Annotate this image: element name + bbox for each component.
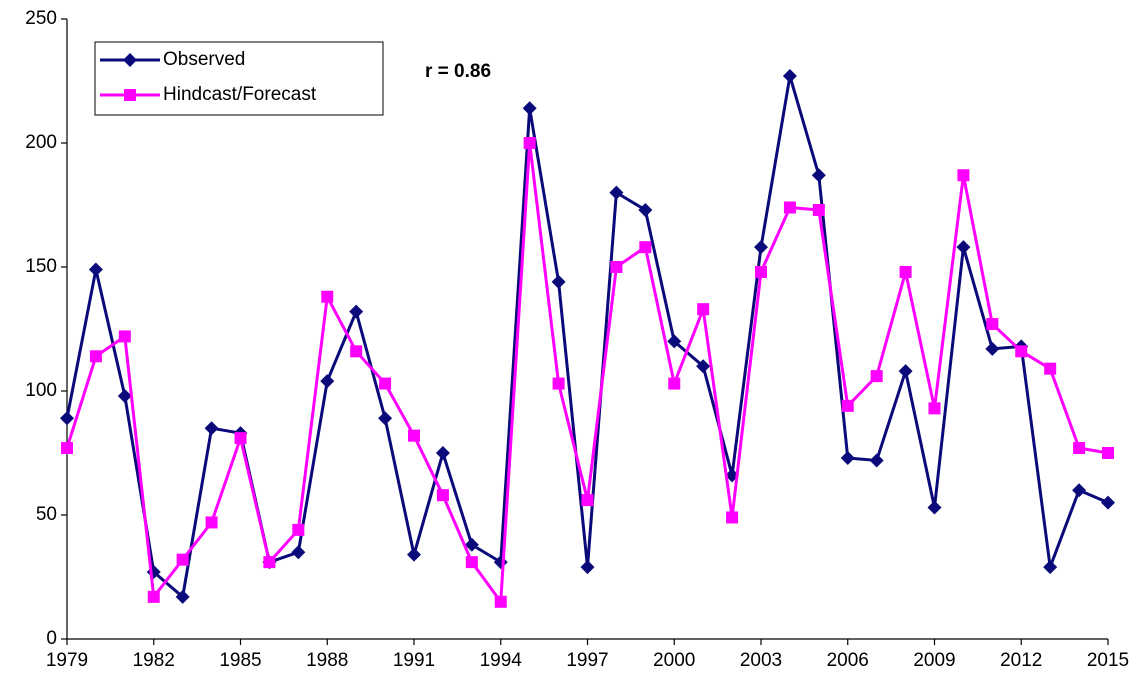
marker [898, 364, 913, 379]
y-tick-label: 0 [46, 628, 57, 649]
x-tick-label: 1979 [46, 650, 88, 671]
marker [1102, 447, 1114, 459]
marker [263, 556, 276, 569]
marker [1015, 345, 1028, 358]
marker [465, 556, 478, 569]
x-tick-label: 1997 [566, 650, 608, 671]
marker [205, 516, 218, 529]
y-tick-label: 250 [25, 8, 57, 29]
marker [175, 589, 190, 604]
marker [88, 262, 103, 277]
marker [609, 185, 624, 200]
x-tick-label: 2003 [740, 650, 782, 671]
marker [321, 290, 334, 303]
marker [1101, 495, 1115, 510]
marker [899, 265, 912, 278]
marker [117, 388, 132, 403]
marker [1043, 560, 1058, 575]
y-tick-label: 100 [25, 380, 57, 401]
marker [522, 101, 537, 116]
x-tick-label: 1994 [480, 650, 523, 671]
marker [291, 545, 306, 560]
marker [60, 411, 74, 426]
marker [638, 202, 653, 217]
marker [782, 69, 797, 84]
marker [320, 374, 335, 389]
marker [493, 555, 508, 570]
marker [552, 377, 565, 390]
marker [668, 377, 681, 390]
marker [407, 547, 421, 562]
marker [89, 350, 102, 363]
marker [783, 201, 796, 214]
marker [927, 500, 942, 515]
marker [349, 304, 364, 319]
legend-marker [123, 53, 137, 67]
marker [118, 330, 131, 343]
legend-marker [124, 89, 136, 101]
marker [176, 553, 189, 566]
marker [379, 377, 392, 390]
x-tick-label: 1982 [133, 650, 175, 671]
y-tick-label: 50 [36, 504, 57, 525]
marker [696, 359, 711, 374]
marker [1044, 362, 1057, 375]
line [65, 142, 1109, 607]
x-tick-label: 2009 [913, 650, 955, 671]
x-tick-label: 2000 [653, 650, 695, 671]
marker [812, 203, 825, 216]
x-tick-label: 1985 [219, 650, 261, 671]
marker [1073, 442, 1086, 455]
marker [841, 399, 854, 412]
marker [755, 265, 767, 278]
marker [840, 450, 855, 465]
marker [147, 590, 160, 603]
y-tick-label: 200 [25, 132, 57, 153]
marker [523, 137, 536, 149]
annotation: r = 0.86 [425, 61, 491, 82]
x-tick-label: 2015 [1087, 650, 1129, 671]
x-tick-label: 2006 [827, 650, 869, 671]
marker [350, 345, 363, 358]
marker [754, 240, 768, 255]
marker [61, 442, 73, 455]
marker [667, 334, 682, 349]
marker [580, 560, 595, 575]
marker [435, 446, 450, 460]
marker [581, 494, 594, 507]
marker [957, 169, 970, 182]
marker [204, 421, 219, 436]
marker [436, 489, 449, 502]
legend-label: Observed [163, 49, 245, 70]
line [65, 75, 1109, 600]
marker [811, 168, 826, 183]
marker [726, 511, 739, 524]
marker [928, 402, 941, 415]
marker [378, 411, 393, 426]
marker [234, 432, 247, 445]
marker [551, 274, 566, 289]
x-tick-label: 1991 [393, 650, 435, 671]
marker [1072, 483, 1087, 498]
x-tick-label: 1988 [306, 650, 348, 671]
marker [494, 595, 507, 608]
marker [639, 241, 652, 254]
marker [464, 537, 479, 552]
marker [610, 261, 623, 273]
y-tick-label: 150 [25, 256, 57, 277]
marker [292, 523, 305, 536]
x-tick-label: 2012 [1000, 650, 1042, 671]
marker [870, 370, 883, 383]
marker [869, 453, 884, 468]
marker [986, 318, 999, 331]
marker [697, 303, 710, 316]
legend-label: Hindcast/Forecast [163, 84, 317, 105]
marker [408, 429, 420, 442]
marker [956, 240, 971, 255]
marker [985, 341, 1000, 356]
legend-box [94, 41, 384, 116]
